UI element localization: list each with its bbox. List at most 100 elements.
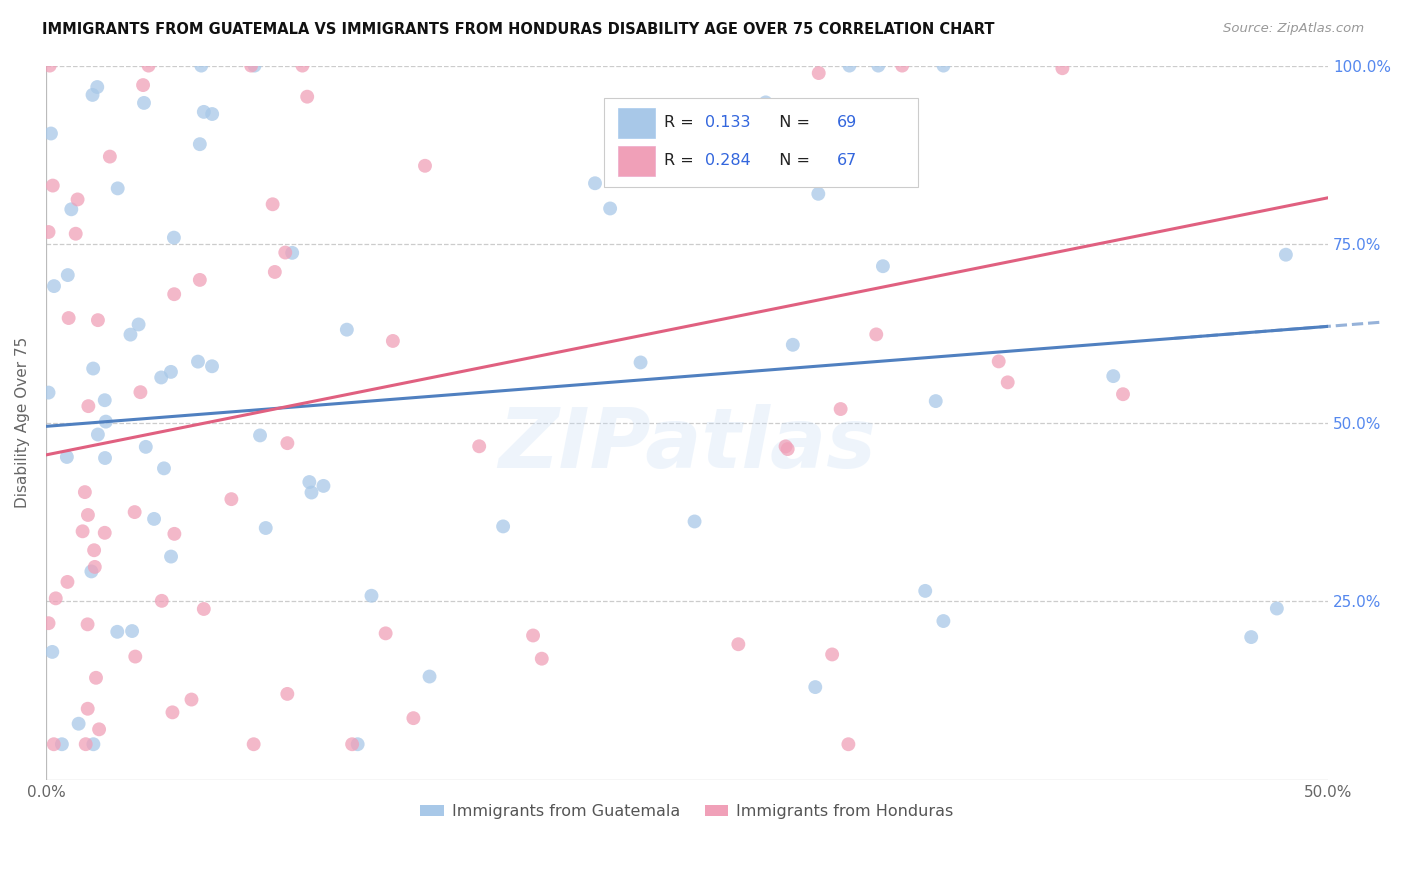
Point	[56, 268, 79, 282]
Text: N =: N =	[769, 153, 815, 168]
Point	[249, 428, 271, 442]
Point	[413, 159, 436, 173]
Point	[42, 737, 65, 751]
Point	[42, 279, 65, 293]
Point	[419, 669, 441, 683]
Point	[807, 66, 830, 80]
FancyBboxPatch shape	[617, 146, 655, 177]
Point	[775, 439, 797, 453]
Point	[630, 355, 652, 369]
Point	[66, 193, 89, 207]
Text: 0.284: 0.284	[704, 153, 751, 168]
Point	[42, 178, 65, 193]
Point	[163, 230, 186, 244]
Point	[837, 737, 859, 751]
Text: 67: 67	[837, 153, 858, 168]
Point	[129, 385, 152, 400]
Point	[153, 461, 176, 475]
FancyBboxPatch shape	[603, 98, 918, 187]
Point	[162, 706, 184, 720]
Point	[120, 327, 142, 342]
Point	[45, 591, 67, 606]
Point	[82, 87, 104, 102]
Point	[274, 245, 297, 260]
Point	[124, 505, 146, 519]
Point	[782, 338, 804, 352]
Point	[1275, 248, 1298, 262]
Point	[242, 737, 264, 751]
Point	[87, 723, 110, 737]
Point	[301, 485, 323, 500]
Point	[727, 637, 749, 651]
Point	[38, 385, 60, 400]
Point	[77, 508, 100, 522]
Point	[190, 59, 212, 73]
Point	[530, 651, 553, 665]
Point	[221, 492, 243, 507]
Point	[150, 370, 173, 384]
Point	[124, 649, 146, 664]
Point	[38, 59, 60, 73]
Point	[76, 617, 98, 632]
Point	[75, 737, 97, 751]
Point	[76, 702, 98, 716]
Point	[132, 95, 155, 110]
Point	[932, 614, 955, 628]
Point	[160, 365, 183, 379]
Point	[82, 737, 104, 751]
Point	[1102, 369, 1125, 384]
Point	[94, 393, 117, 408]
Point	[39, 127, 62, 141]
Point	[346, 737, 368, 751]
Y-axis label: Disability Age Over 75: Disability Age Over 75	[15, 337, 30, 508]
Point	[41, 645, 63, 659]
Point	[402, 711, 425, 725]
Point	[188, 273, 211, 287]
Point	[254, 521, 277, 535]
Point	[193, 602, 215, 616]
Text: ZIPatlas: ZIPatlas	[498, 404, 876, 484]
Point	[312, 479, 335, 493]
Point	[522, 628, 544, 642]
Point	[38, 225, 60, 239]
Point	[925, 394, 948, 409]
Point	[51, 737, 73, 751]
Point	[776, 442, 799, 456]
Point	[180, 692, 202, 706]
Legend: Immigrants from Guatemala, Immigrants from Honduras: Immigrants from Guatemala, Immigrants fr…	[413, 797, 960, 825]
Point	[262, 197, 284, 211]
Point	[67, 716, 90, 731]
Point	[891, 59, 914, 73]
Text: Source: ZipAtlas.com: Source: ZipAtlas.com	[1223, 22, 1364, 36]
Point	[807, 186, 830, 201]
Point	[281, 245, 304, 260]
Point	[65, 227, 87, 241]
Point	[143, 512, 166, 526]
Point	[201, 359, 224, 374]
Point	[84, 671, 107, 685]
Point	[276, 687, 298, 701]
Point	[193, 104, 215, 119]
Point	[187, 354, 209, 368]
Point	[755, 95, 778, 110]
Point	[683, 515, 706, 529]
Text: R =: R =	[664, 115, 699, 130]
Point	[105, 624, 128, 639]
Point	[56, 450, 79, 464]
Point	[583, 176, 606, 190]
Point	[997, 376, 1019, 390]
Point	[94, 450, 117, 465]
Point	[830, 402, 852, 417]
Point	[77, 399, 100, 413]
Point	[599, 202, 621, 216]
Point	[87, 427, 110, 442]
Point	[135, 440, 157, 454]
Point	[276, 436, 298, 450]
Point	[107, 181, 129, 195]
Point	[468, 439, 491, 453]
Point	[336, 323, 359, 337]
Point	[56, 574, 79, 589]
Point	[932, 59, 955, 73]
Point	[82, 361, 104, 376]
Point	[240, 59, 263, 73]
